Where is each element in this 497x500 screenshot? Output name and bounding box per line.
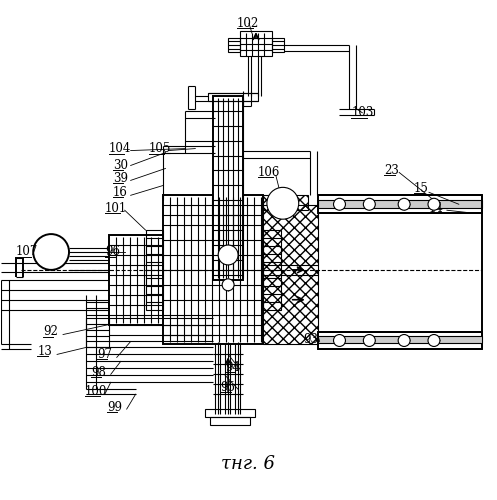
Circle shape	[428, 334, 440, 346]
Circle shape	[363, 334, 375, 346]
Bar	[263, 230, 281, 310]
Text: 96: 96	[105, 246, 120, 258]
Bar	[318, 196, 482, 213]
Text: 104: 104	[109, 142, 131, 155]
Bar	[318, 336, 482, 344]
Bar	[146, 230, 164, 310]
Circle shape	[33, 234, 69, 270]
Circle shape	[218, 245, 238, 265]
Text: 30: 30	[113, 159, 128, 172]
Circle shape	[398, 198, 410, 210]
Text: 23: 23	[384, 164, 399, 177]
Bar	[86, 318, 109, 348]
Bar	[109, 235, 164, 324]
Bar	[228, 38, 240, 52]
Circle shape	[333, 334, 345, 346]
Text: 102: 102	[237, 17, 259, 30]
Text: 97: 97	[97, 348, 112, 361]
Text: 93: 93	[304, 333, 319, 346]
Circle shape	[363, 198, 375, 210]
Text: 16: 16	[113, 186, 128, 199]
Text: 99: 99	[107, 400, 122, 413]
Text: 94: 94	[225, 361, 240, 374]
Text: 106: 106	[258, 166, 280, 179]
Bar	[318, 200, 482, 208]
Text: τнг. 6: τнг. 6	[221, 455, 275, 473]
Bar	[263, 206, 318, 344]
Bar	[272, 38, 284, 52]
Circle shape	[398, 334, 410, 346]
Bar	[213, 96, 243, 280]
Text: 95: 95	[220, 380, 235, 394]
Circle shape	[267, 188, 299, 219]
Bar	[263, 196, 308, 210]
Circle shape	[222, 279, 234, 291]
Bar	[164, 196, 263, 344]
Text: 92: 92	[43, 325, 58, 338]
Text: 13: 13	[37, 345, 52, 358]
Text: 101: 101	[105, 202, 127, 214]
Text: 100: 100	[85, 384, 107, 398]
Text: 98: 98	[91, 366, 106, 379]
Text: 105: 105	[149, 142, 171, 155]
Text: 14: 14	[429, 202, 444, 214]
Bar	[205, 409, 255, 417]
Bar	[318, 332, 482, 349]
Text: 39: 39	[113, 172, 128, 185]
Text: 103: 103	[351, 106, 374, 120]
Text: 15: 15	[414, 182, 429, 195]
Bar	[210, 417, 250, 425]
Bar	[208, 93, 258, 101]
Circle shape	[333, 198, 345, 210]
Text: 107: 107	[15, 246, 38, 258]
Circle shape	[428, 198, 440, 210]
Bar	[240, 31, 272, 56]
